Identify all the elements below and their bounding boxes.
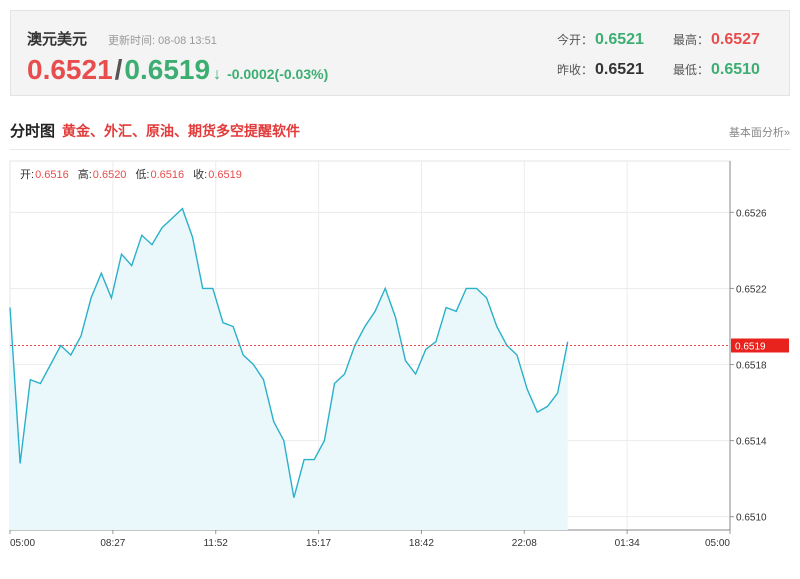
stat-low: 最低： 0.6510 (673, 61, 760, 79)
arrow-down-icon: ↓ (213, 66, 222, 83)
y-tick-label: 0.6510 (736, 513, 767, 524)
ohlc-label: 开: (20, 169, 34, 181)
intraday-chart: 0.6510 0.6514 0.6518 0.6522 0.6526 05:00 08:27… (9, 160, 789, 549)
y-tick-label: 0.6526 (736, 208, 767, 219)
ohlc-value: 0.6519 (208, 169, 242, 181)
current-price-label: 0.6519 (735, 342, 766, 353)
ask-price: 0.6519 (124, 54, 211, 85)
x-tick-label: 05:00 (10, 538, 35, 549)
x-tick-label: 15:17 (306, 538, 331, 549)
y-tick-label: 0.6514 (736, 437, 767, 448)
stat-prev-close: 昨收： 0.6521 (557, 61, 644, 79)
x-tick-label: 01:34 (615, 538, 640, 549)
ohlc-value: 0.6520 (93, 169, 127, 181)
divider (10, 149, 790, 150)
fundamental-analysis-link[interactable]: 基本面分析» (728, 127, 790, 139)
x-tick-label: 11:52 (204, 538, 229, 549)
stat-low-value: 0.6510 (711, 61, 760, 78)
price-area (10, 208, 568, 530)
stat-open: 今开： 0.6521 (557, 31, 644, 49)
current-price-badge (731, 338, 789, 353)
y-tick-label: 0.6518 (736, 361, 767, 372)
section-bar: 分时图 黄金、外汇、原油、期货多空提醒软件 基本面分析» (10, 118, 790, 140)
y-tick-label: 0.6522 (736, 284, 767, 295)
price-slash: / (114, 54, 123, 85)
x-tick-label: 22:08 (512, 538, 537, 549)
price-line: 0.6521/0.6519 ↓ -0.0002(-0.03%) (27, 54, 328, 88)
stat-low-label: 最低： (673, 63, 710, 77)
x-tick-label: 08:27 (100, 538, 125, 549)
stat-high: 最高： 0.6527 (673, 31, 760, 49)
promo-link[interactable]: 黄金、外汇、原油、期货多空提醒软件 (62, 123, 300, 139)
ohlc-value: 0.6516 (35, 169, 69, 181)
x-tick-label: 05:00 (705, 538, 730, 549)
price-line-series (9, 207, 569, 498)
update-time: 更新时间: 08-08 13:51 (108, 35, 217, 47)
pair-name: 澳元美元 (27, 31, 88, 48)
ohlc-label: 收: (193, 167, 207, 181)
stat-open-label: 今开： (557, 33, 594, 47)
ohlc-label: 高: (78, 167, 92, 181)
ohlc-value: 0.6516 (151, 169, 185, 181)
section-title: 分时图 (10, 123, 56, 140)
stat-high-value: 0.6527 (711, 31, 760, 48)
quote-header: 澳元美元 更新时间: 08-08 13:51 0.6521/0.6519 ↓ -0.… (10, 10, 790, 96)
price-change: -0.0002(-0.03%) (227, 66, 329, 82)
stat-prev-close-value: 0.6521 (595, 61, 644, 78)
x-tick-label: 18:42 (409, 538, 434, 549)
ohlc-label: 低: (135, 168, 149, 181)
bid-price: 0.6521 (27, 54, 113, 85)
stat-open-value: 0.6521 (595, 31, 644, 48)
stat-prev-close-label: 昨收： (557, 63, 594, 77)
stat-high-label: 最高： (673, 33, 710, 47)
